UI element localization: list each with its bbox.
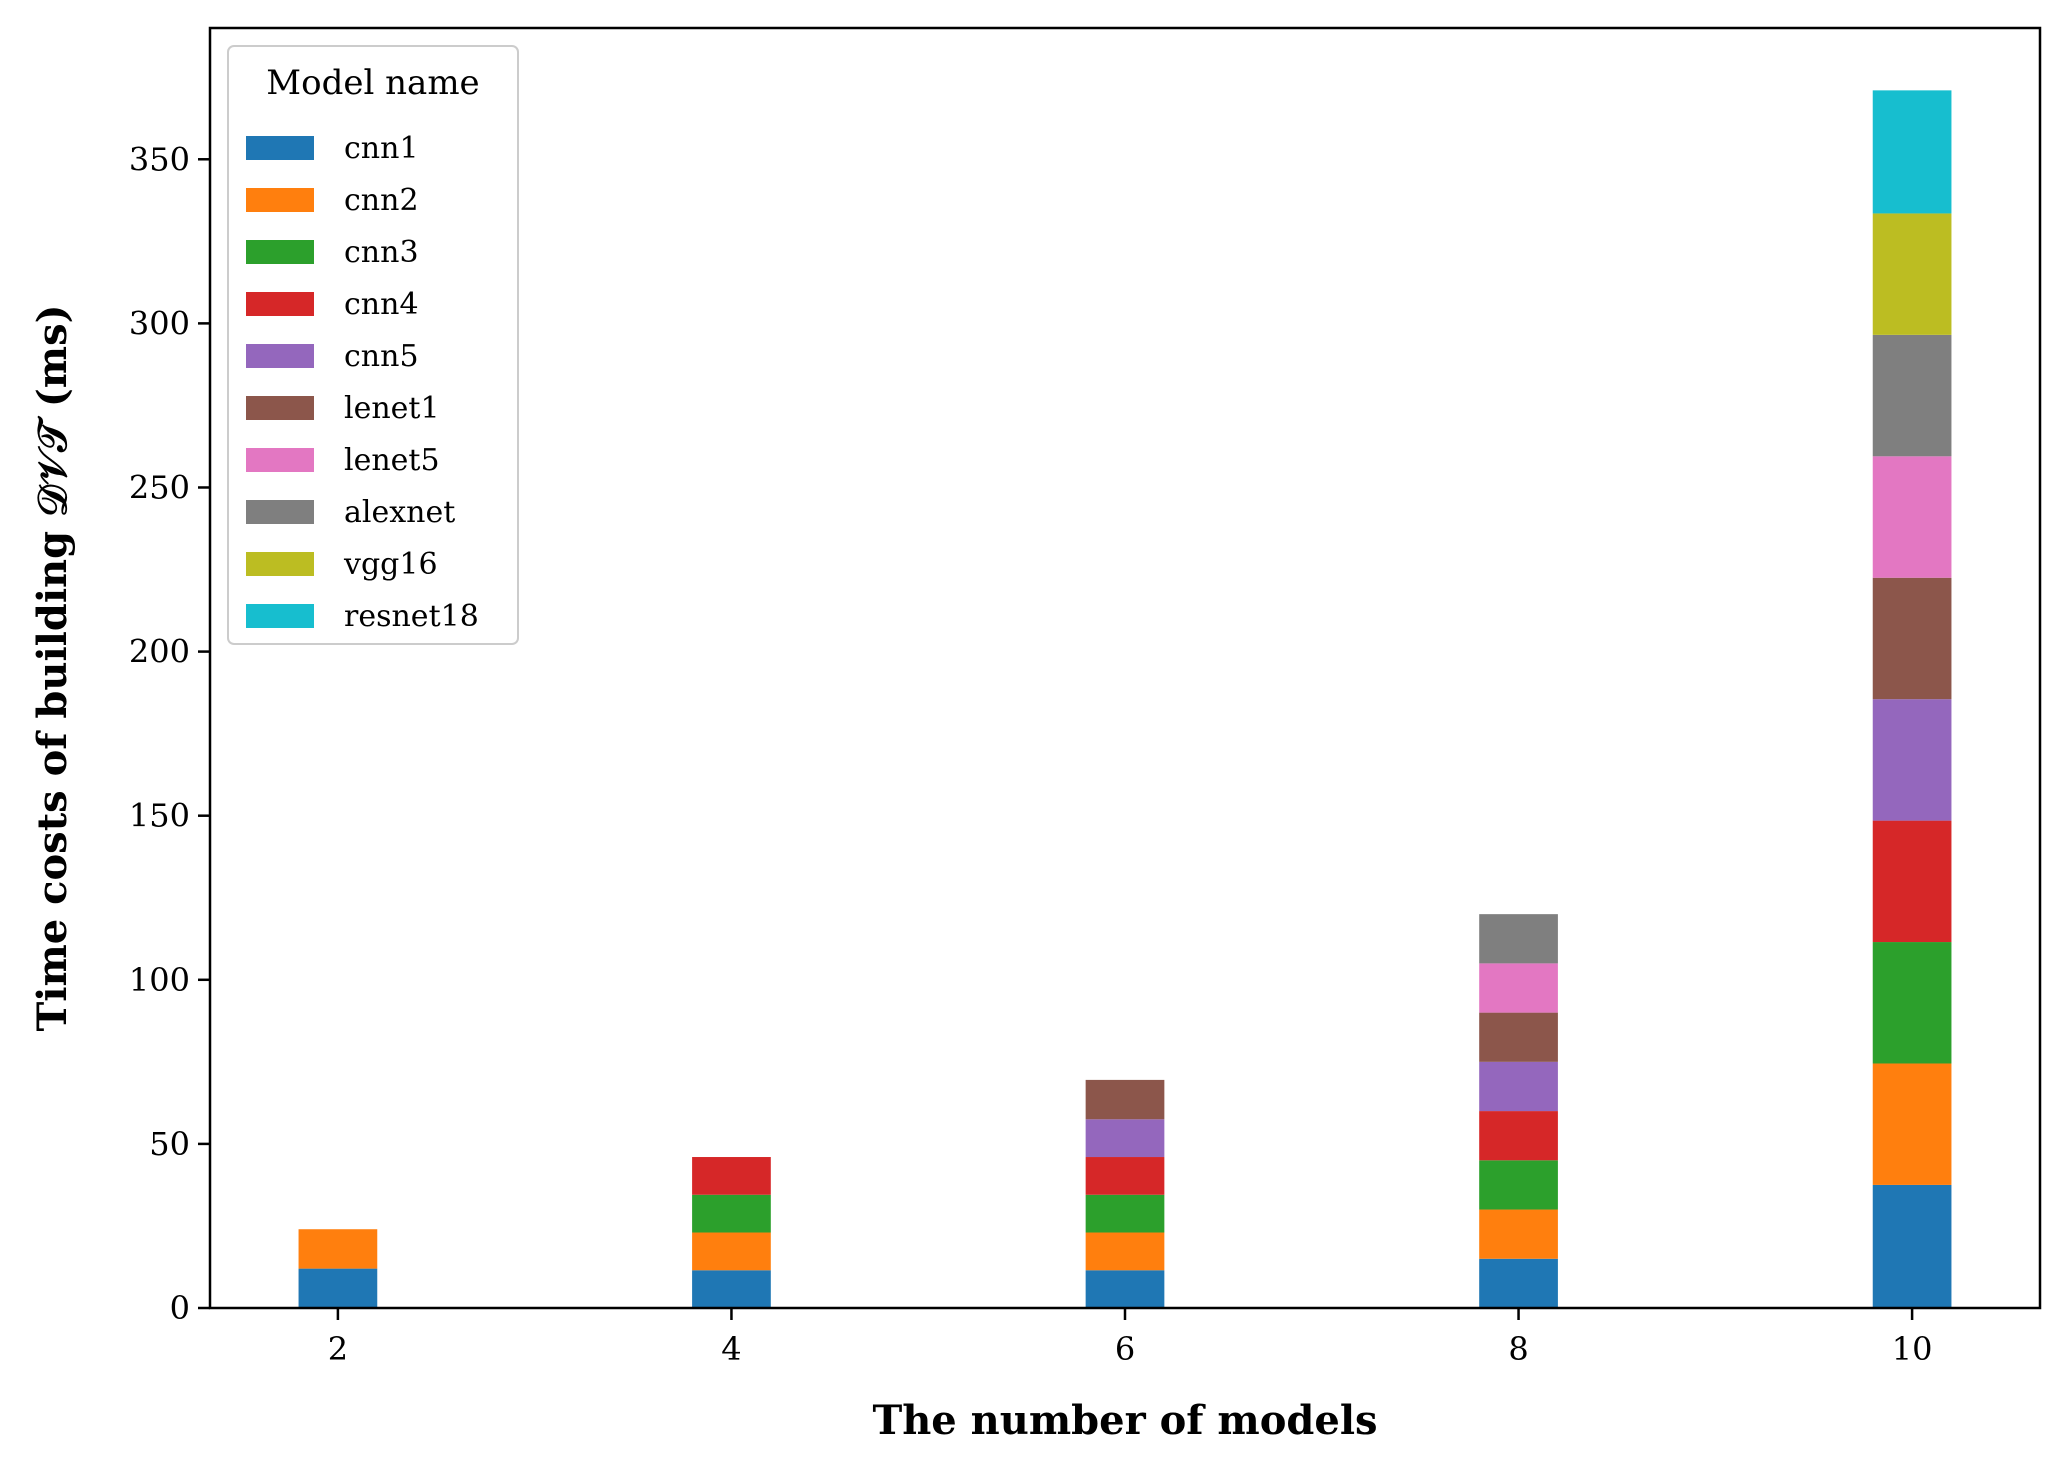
legend-swatch-cnn2	[246, 188, 314, 212]
y-axis: 0 50 100 150 200 250 300 350	[129, 140, 210, 1327]
legend-label-cnn1: cnn1	[344, 131, 419, 166]
legend-swatch-vgg16	[246, 552, 314, 576]
bar-cnn5-x10	[1872, 699, 1952, 821]
x-axis: 2 4 6 8 10	[328, 1308, 1933, 1368]
x-tick-label: 6	[1115, 1330, 1135, 1368]
y-tick-label: 0	[170, 1289, 190, 1327]
legend-label-cnn5: cnn5	[344, 339, 419, 374]
bar-cnn4-x4	[692, 1157, 771, 1195]
legend-label-cnn3: cnn3	[344, 235, 419, 270]
y-tick-label: 300	[129, 304, 190, 342]
bar-cnn3-x8	[1479, 1160, 1558, 1210]
bar-alexnet-x8	[1479, 914, 1558, 964]
y-tick-label: 150	[129, 797, 190, 835]
y-tick-label: 350	[129, 140, 190, 178]
legend-swatch-resnet18	[246, 604, 314, 628]
bar-cnn2-x10	[1872, 1063, 1952, 1185]
legend-label-cnn2: cnn2	[344, 183, 419, 218]
bar-cnn2-x6	[1085, 1232, 1165, 1271]
bar-alexnet-x10	[1872, 334, 1952, 457]
x-axis-title: The number of models	[872, 1397, 1377, 1444]
x-tick-label: 4	[721, 1330, 741, 1368]
bar-lenet5-x10	[1872, 456, 1952, 578]
bar-cnn2-x4	[692, 1232, 771, 1271]
bar-lenet1-x6	[1085, 1079, 1165, 1120]
bar-lenet1-x10	[1872, 577, 1952, 700]
bar-cnn5-x6	[1085, 1119, 1165, 1158]
legend-swatch-alexnet	[246, 500, 314, 524]
legend-swatch-cnn4	[246, 292, 314, 316]
legend-label-alexnet: alexnet	[344, 495, 455, 530]
x-tick-label: 8	[1508, 1330, 1528, 1368]
bar-cnn1-x6	[1085, 1270, 1165, 1308]
y-tick-label: 200	[129, 633, 190, 671]
bars	[298, 90, 1952, 1308]
legend-swatch-lenet5	[246, 448, 314, 472]
legend: Model name cnn1 cnn2 cnn3 cnn4 cnn5 lenet1 lene…	[227, 45, 519, 645]
y-tick-label: 250	[129, 468, 190, 506]
bar-cnn2-x8	[1479, 1209, 1558, 1259]
bar-cnn5-x8	[1479, 1061, 1558, 1112]
legend-swatch-lenet1	[246, 396, 314, 420]
bar-lenet1-x8	[1479, 1012, 1558, 1062]
y-tick-label: 100	[129, 961, 190, 999]
bar-cnn4-x8	[1479, 1111, 1558, 1161]
legend-label-vgg16: vgg16	[343, 547, 438, 582]
legend-label-resnet18: resnet18	[344, 599, 479, 634]
legend-swatch-cnn3	[246, 240, 314, 264]
bar-cnn3-x4	[692, 1194, 771, 1233]
x-tick-label: 2	[328, 1330, 348, 1368]
bar-cnn2-x2	[298, 1229, 378, 1269]
legend-label-lenet1: lenet1	[344, 391, 440, 426]
bar-vgg16-x10	[1872, 213, 1952, 335]
bar-resnet18-x10	[1872, 90, 1952, 214]
legend-swatch-cnn5	[246, 344, 314, 368]
x-tick-label: 10	[1892, 1330, 1933, 1368]
y-axis-title: Time costs of building 𝒟𝒱𝒯 (ms)	[29, 304, 76, 1031]
legend-title: Model name	[266, 63, 479, 103]
bar-lenet5-x8	[1479, 963, 1558, 1013]
bar-cnn3-x6	[1085, 1194, 1165, 1233]
bar-cnn1-x8	[1479, 1258, 1558, 1308]
y-tick-label: 50	[149, 1125, 190, 1163]
bar-cnn1-x4	[692, 1270, 771, 1308]
bar-cnn4-x6	[1085, 1157, 1165, 1195]
legend-label-cnn4: cnn4	[344, 287, 419, 322]
bar-cnn1-x10	[1872, 1184, 1952, 1308]
bar-cnn4-x10	[1872, 820, 1952, 943]
bar-cnn1-x2	[298, 1268, 378, 1308]
legend-swatch-cnn1	[246, 136, 314, 160]
legend-label-lenet5: lenet5	[344, 443, 440, 478]
bar-cnn3-x10	[1872, 942, 1952, 1064]
